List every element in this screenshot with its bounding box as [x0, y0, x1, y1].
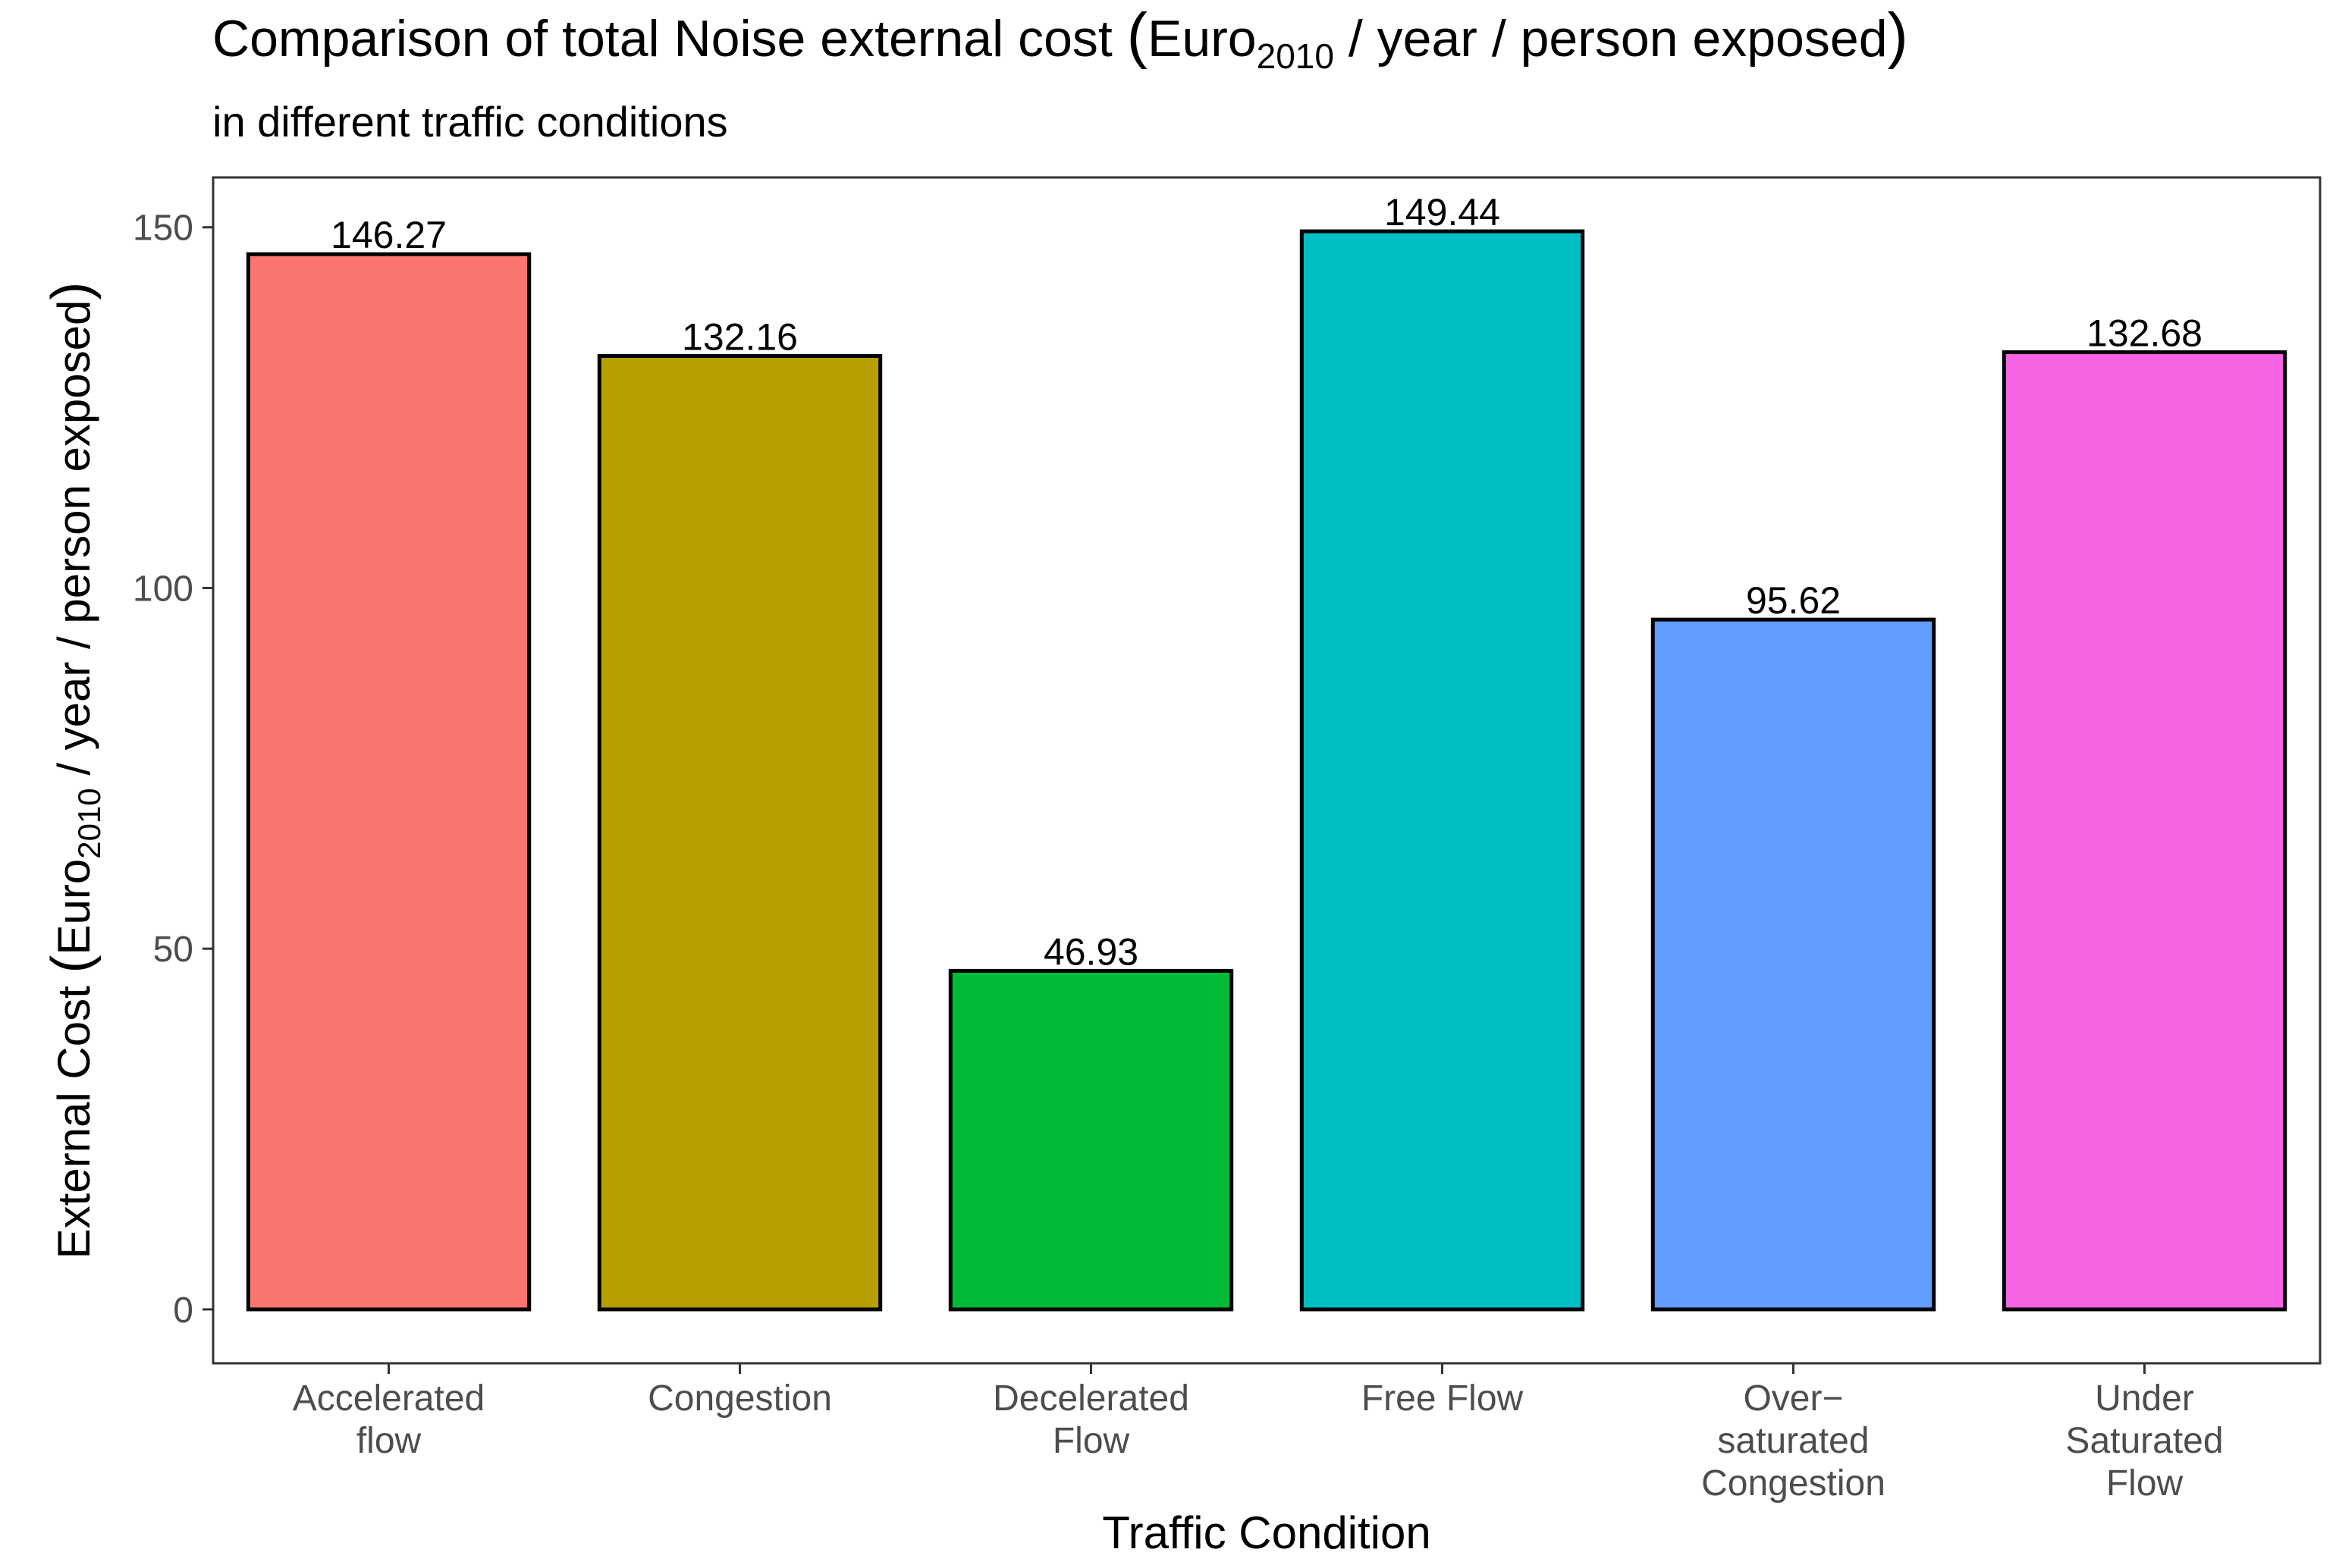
bar: [597, 353, 883, 1312]
bar-value-label: 132.16: [682, 315, 798, 358]
y-tick-label: 150: [133, 209, 193, 249]
x-tick-label: Over− saturated Congestion: [1701, 1378, 1885, 1504]
chart-title-unit-rest: / year / person exposed: [1334, 10, 1888, 67]
bar: [246, 252, 532, 1312]
y-axis-title-paren-close: ): [41, 282, 102, 300]
y-axis-title-unit-sub: 2010: [71, 788, 107, 858]
y-axis-title-unit: Euro: [49, 859, 99, 955]
x-tick-label: Decelerated Flow: [993, 1378, 1189, 1461]
y-tick-label: 100: [133, 569, 193, 609]
bar-value-label: 95.62: [1746, 579, 1841, 622]
bar-value-label: 46.93: [1044, 930, 1138, 973]
y-tick-label: 0: [173, 1290, 193, 1331]
bar: [2002, 350, 2287, 1312]
x-tick-label: Under Saturated Flow: [2065, 1378, 2223, 1504]
chart-title-group: Comparison of total Noise external cost …: [212, 1, 1908, 146]
bar: [948, 968, 1234, 1312]
bars-group: [246, 229, 2287, 1312]
y-axis-title-paren-open: (: [41, 955, 102, 974]
bar-value-label: 149.44: [1384, 191, 1500, 234]
chart-title-unit: Euro: [1148, 10, 1257, 67]
chart-title: Comparison of total Noise external cost …: [212, 1, 1908, 76]
plot-panel-border: [212, 176, 2322, 1365]
bar: [1650, 617, 1936, 1312]
x-tick-label: Congestion: [648, 1378, 832, 1419]
bar-value-label: 132.68: [2086, 312, 2203, 355]
x-axis: Accelerated flow Congestion Decelerated Flow…: [293, 1363, 2224, 1504]
y-axis-title: External Cost (Euro2010 / year / person …: [41, 282, 107, 1259]
y-tick-label: 50: [153, 930, 193, 970]
y-axis-title-prefix: External Cost: [49, 974, 99, 1259]
y-axis: 0 50 100 150: [133, 209, 213, 1331]
chart-title-main: Comparison of total Noise external cost: [212, 10, 1127, 67]
bar: [1299, 229, 1585, 1312]
chart-title-paren-close: ): [1888, 1, 1908, 70]
chart-subtitle: in different traffic conditions: [212, 98, 728, 146]
x-axis-title: Traffic Condition: [1102, 1507, 1431, 1558]
bar-value-label: 146.27: [331, 214, 447, 256]
chart-title-paren-open: (: [1127, 1, 1148, 70]
y-axis-title-unit-rest: / year / person exposed: [49, 300, 99, 789]
chart-title-unit-sub: 2010: [1257, 36, 1334, 76]
x-tick-label: Accelerated flow: [293, 1378, 485, 1461]
x-tick-label: Free Flow: [1361, 1378, 1524, 1419]
value-labels-group: 146.27 132.16 46.93 149.44 95.62 132.68: [331, 191, 2203, 973]
